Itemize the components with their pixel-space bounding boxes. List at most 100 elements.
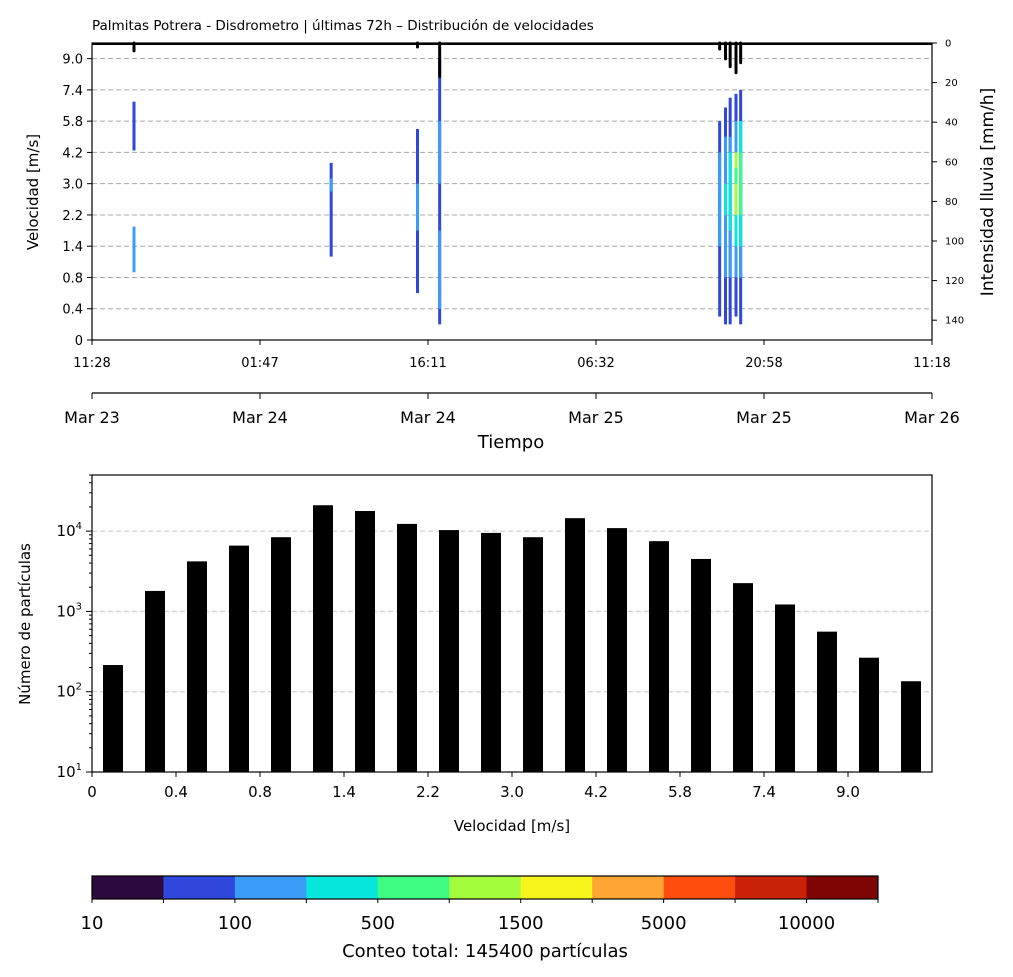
- velocity-tick-label: 4.2: [62, 146, 83, 161]
- velocity-tick-label: 9.0: [62, 53, 83, 68]
- bar: [859, 657, 879, 772]
- time-tick-label: 16:11: [409, 356, 446, 371]
- colorbar-tick-label: 10: [81, 913, 104, 934]
- colorbar-swatch: [520, 876, 593, 899]
- bar: [229, 545, 249, 772]
- count-tick-label: 101: [57, 762, 82, 781]
- heatmap-cell: [438, 230, 442, 309]
- time-tick-label: 06:32: [577, 356, 614, 371]
- colorbar-tick-label: 10000: [778, 913, 835, 934]
- bar-series: [103, 505, 921, 772]
- rain-axis-ticks: 0 20 40 60 80 100 120 140: [932, 39, 964, 327]
- colorbar-tick-label: 5000: [641, 913, 687, 934]
- colorbar-tick-label: 100: [218, 913, 252, 934]
- rain-tick-label: 140: [945, 316, 964, 327]
- rain-tick-label: 120: [945, 276, 964, 287]
- velocity-tick-label: 2.2: [62, 209, 83, 224]
- colorbar-swatch: [234, 876, 307, 899]
- colorbar-tick-label: 500: [361, 913, 395, 934]
- bar-velocity-tick-label: 0.4: [164, 783, 188, 801]
- rain-tick-label: 100: [945, 237, 964, 248]
- bar-gridlines: [92, 530, 932, 693]
- heatmap-cell: [438, 121, 442, 184]
- bar: [397, 523, 417, 772]
- time-tick-label: 20:58: [745, 356, 782, 371]
- rain-axis-label: Intensidad lluvia [mm/h]: [978, 88, 998, 296]
- count-tick-label: 102: [57, 682, 82, 701]
- count-axis-label: Número de partículas: [16, 543, 34, 705]
- bar: [817, 631, 837, 772]
- rain-tick-label: 60: [945, 157, 958, 168]
- heatmap-cell: [329, 178, 333, 192]
- bar-frame: [91, 474, 933, 773]
- time-tick-label: 11:28: [73, 356, 110, 371]
- colorbar-swatch: [377, 876, 450, 899]
- colorbar-frame: [91, 875, 879, 900]
- bar: [691, 558, 711, 772]
- time-axis-label: Tiempo: [477, 432, 545, 453]
- velocity-tick-label: 7.4: [62, 84, 83, 99]
- bar: [481, 532, 501, 772]
- heatmap-frame: [91, 42, 933, 341]
- date-axis-ticks: Mar 23 Mar 24 Mar 24 Mar 25 Mar 25 Mar 26: [64, 393, 960, 427]
- heatmap-cells: [132, 58, 743, 325]
- velocity-tick-label: 0.8: [62, 271, 83, 286]
- bar: [145, 590, 165, 772]
- heatmap-gridlines: [92, 58, 932, 310]
- bar: [565, 518, 585, 772]
- heatmap-cell: [734, 168, 738, 184]
- bar: [271, 537, 291, 772]
- time-tick-label: 11:18: [913, 356, 950, 371]
- rain-tick-label: 0: [945, 39, 951, 50]
- rain-tick-label: 20: [945, 78, 958, 89]
- bar: [355, 511, 375, 772]
- heatmap-title: Palmitas Potrera - Disdrometro | últimas…: [92, 18, 594, 34]
- count-tick-label: 103: [57, 601, 82, 620]
- date-tick-label: Mar 25: [568, 408, 624, 427]
- colorbar-swatch: [449, 876, 522, 899]
- bar: [103, 665, 123, 772]
- bar-velocity-tick-label: 3.0: [500, 783, 524, 801]
- colorbar-swatch: [592, 876, 665, 899]
- bar-velocity-tick-label: 7.4: [752, 783, 776, 801]
- time-axis-ticks: 11:28 01:47 16:11 06:32 20:58 11:18: [73, 340, 951, 371]
- colorbar-tick-label: 1500: [498, 913, 544, 934]
- rain-intensity-lines: [92, 41, 932, 79]
- bar: [523, 537, 543, 772]
- colorbar: [92, 876, 879, 899]
- time-tick-label: 01:47: [241, 356, 278, 371]
- velocity-tick-label: 1.4: [62, 240, 83, 255]
- bar-velocity-tick-label: 9.0: [836, 783, 860, 801]
- colorbar-swatch: [163, 876, 236, 899]
- bar: [187, 561, 207, 772]
- velocity-axis-label: Velocidad [m/s]: [24, 134, 42, 250]
- rain-tick-label: 80: [945, 197, 958, 208]
- heatmap-cell: [728, 152, 732, 231]
- bar: [649, 541, 669, 772]
- bar-velocity-tick-label: 4.2: [584, 783, 608, 801]
- bar-velocity-ticks: 0 0.4 0.8 1.4 2.2 3.0 4.2 5.8 7.4 9.0: [87, 772, 860, 801]
- velocity-tick-label: 5.8: [62, 115, 83, 130]
- bar: [439, 530, 459, 772]
- colorbar-swatch: [806, 876, 879, 899]
- bar-velocity-tick-label: 2.2: [416, 783, 440, 801]
- heatmap-cell: [132, 226, 136, 273]
- date-tick-label: Mar 24: [400, 408, 456, 427]
- bar-x-axis-label: Velocidad [m/s]: [454, 817, 570, 835]
- colorbar-swatch: [92, 876, 164, 899]
- bar: [901, 681, 921, 772]
- bar-velocity-tick-label: 0.8: [248, 783, 272, 801]
- bar: [775, 604, 795, 772]
- bar: [313, 505, 333, 772]
- count-tick-label: 104: [57, 521, 82, 540]
- bar: [733, 583, 753, 772]
- velocity-tick-label: 0.4: [62, 303, 83, 318]
- colorbar-swatch: [663, 876, 736, 899]
- date-tick-label: Mar 26: [904, 408, 960, 427]
- rain-tick-label: 40: [945, 118, 958, 129]
- velocity-axis-ticks: 0 0.4 0.8 1.4 2.2 3.0 4.2 5.8 7.4 9.0: [62, 53, 92, 349]
- count-axis-ticks: 101 102 103 104: [57, 474, 92, 781]
- bar-velocity-tick-label: 5.8: [668, 783, 692, 801]
- heatmap-cell: [438, 58, 442, 325]
